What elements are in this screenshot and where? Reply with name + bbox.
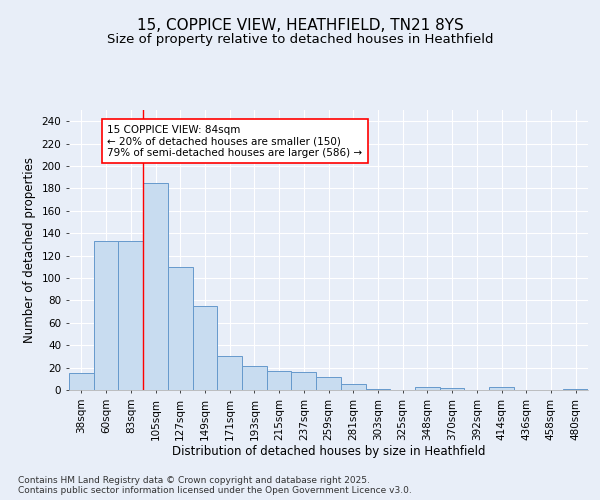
Bar [292, 372, 316, 390]
Bar [563, 389, 588, 390]
Bar [489, 386, 514, 390]
Text: 15 COPPICE VIEW: 84sqm
← 20% of detached houses are smaller (150)
79% of semi-de: 15 COPPICE VIEW: 84sqm ← 20% of detached… [107, 124, 362, 158]
Bar [440, 388, 464, 390]
Bar [193, 306, 217, 390]
X-axis label: Distribution of detached houses by size in Heathfield: Distribution of detached houses by size … [172, 446, 485, 458]
Bar [365, 389, 390, 390]
Bar [341, 384, 365, 390]
Bar [143, 183, 168, 390]
Bar [415, 386, 440, 390]
Text: Size of property relative to detached houses in Heathfield: Size of property relative to detached ho… [107, 32, 493, 46]
Bar [168, 267, 193, 390]
Text: Contains HM Land Registry data © Crown copyright and database right 2025.
Contai: Contains HM Land Registry data © Crown c… [18, 476, 412, 495]
Bar [69, 373, 94, 390]
Bar [267, 371, 292, 390]
Bar [316, 376, 341, 390]
Bar [217, 356, 242, 390]
Y-axis label: Number of detached properties: Number of detached properties [23, 157, 36, 343]
Bar [242, 366, 267, 390]
Bar [118, 241, 143, 390]
Bar [94, 241, 118, 390]
Text: 15, COPPICE VIEW, HEATHFIELD, TN21 8YS: 15, COPPICE VIEW, HEATHFIELD, TN21 8YS [137, 18, 463, 32]
